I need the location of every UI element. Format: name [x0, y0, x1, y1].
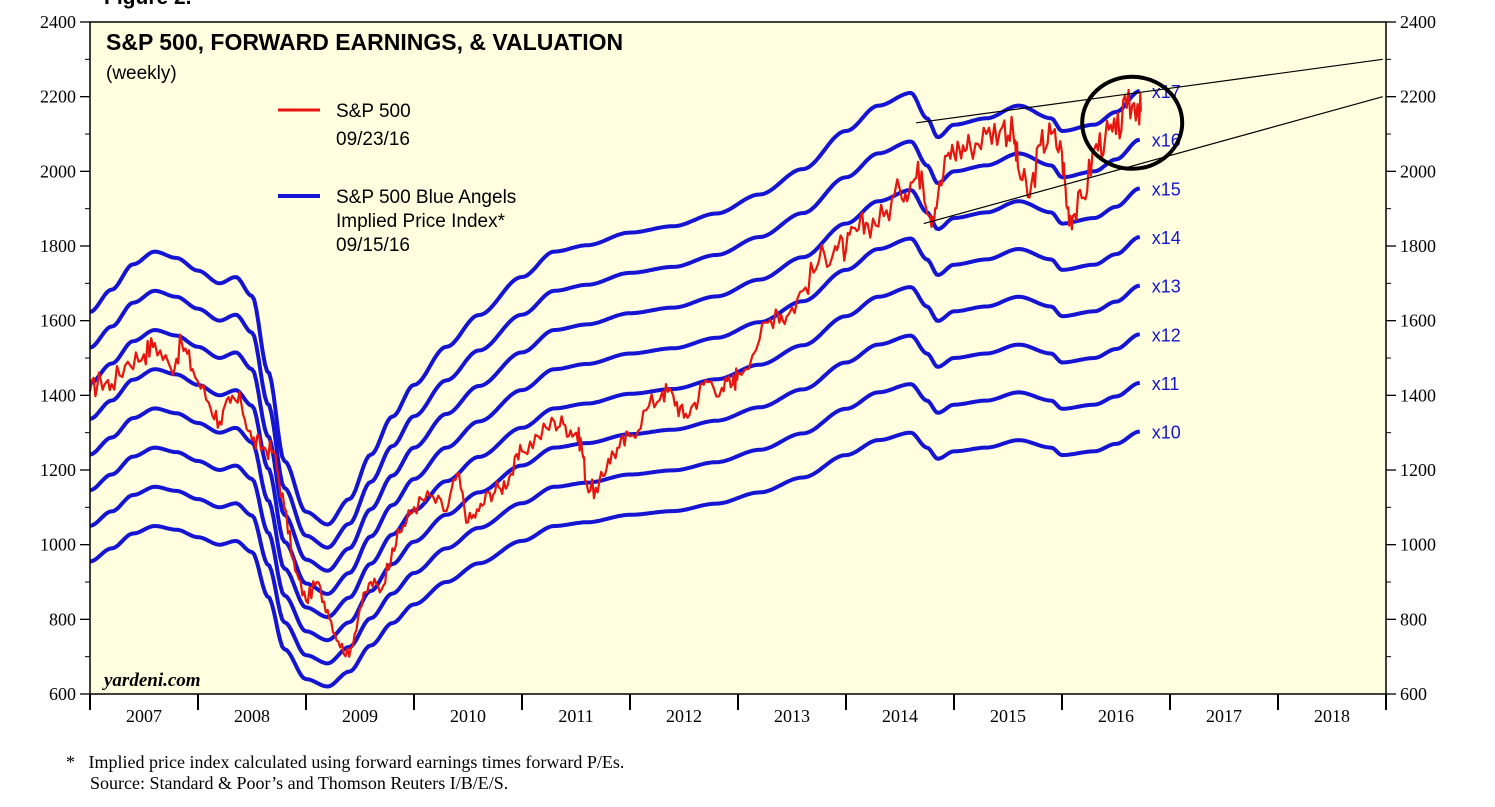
y-tick-label-right: 800 — [1400, 609, 1427, 629]
series-line-x16 — [89, 137, 1141, 550]
series-line-x10 — [89, 429, 1141, 689]
y-tick-label-right: 2200 — [1400, 87, 1436, 107]
y-tick-label-left: 1000 — [40, 535, 76, 555]
x-tick-label: 2010 — [450, 706, 486, 726]
chart-subtitle: (weekly) — [106, 63, 177, 84]
series-line-x11 — [89, 380, 1141, 666]
multiple-label-x12: x12 — [1152, 325, 1181, 345]
legend-angels-label-line1: S&P 500 Blue Angels — [336, 187, 516, 208]
series-line-x14 — [89, 235, 1141, 596]
highlight-circle — [1080, 74, 1185, 171]
y-tick-label-left: 600 — [49, 684, 76, 704]
y-tick-label-left: 2000 — [40, 161, 76, 181]
y-tick-label-right: 2400 — [1400, 12, 1436, 32]
x-tick-label: 2013 — [774, 706, 810, 726]
x-tick-label: 2018 — [1314, 706, 1350, 726]
watermark: yardeni.com — [102, 670, 201, 691]
legend-angels-date: 09/15/16 — [336, 235, 410, 256]
y-tick-label-right: 1000 — [1400, 535, 1436, 555]
x-tick-label: 2009 — [342, 706, 378, 726]
x-tick-label: 2016 — [1098, 706, 1134, 726]
x-tick-label: 2012 — [666, 706, 702, 726]
x-tick-label: 2017 — [1206, 706, 1242, 726]
y-tick-label-left: 1800 — [40, 236, 76, 256]
y-tick-label-right: 1200 — [1400, 460, 1436, 480]
y-tick-label-left: 2200 — [40, 87, 76, 107]
footnote-line2: Source: Standard & Poor’s and Thomson Re… — [90, 773, 509, 793]
legend-sp500-label: S&P 500 — [336, 101, 411, 122]
series-line-x12 — [89, 332, 1141, 643]
chart-title: S&P 500, FORWARD EARNINGS, & VALUATION — [106, 29, 623, 55]
legend-sp500-date: 09/23/16 — [336, 129, 410, 150]
series-line-x15 — [89, 186, 1141, 573]
multiple-label-x11: x11 — [1152, 374, 1180, 394]
y-tick-label-left: 800 — [49, 609, 76, 629]
y-tick-label-right: 600 — [1400, 684, 1427, 704]
legend: S&P 500 09/23/16 S&P 500 Blue Angels Imp… — [278, 101, 516, 256]
x-tick-label: 2014 — [882, 706, 918, 726]
footnote-marker: * — [66, 752, 75, 772]
multiple-label-x14: x14 — [1152, 228, 1181, 248]
y-tick-label-left: 1400 — [40, 385, 76, 405]
x-tick-label: 2015 — [990, 706, 1026, 726]
multiple-label-x10: x10 — [1152, 423, 1181, 443]
x-tick-label: 2011 — [558, 706, 593, 726]
y-tick-label-right: 1600 — [1400, 311, 1436, 331]
series-line-sp500 — [88, 88, 1142, 658]
y-tick-label-right: 2000 — [1400, 161, 1436, 181]
series-line-x17 — [89, 89, 1141, 527]
y-tick-label-left: 1600 — [40, 311, 76, 331]
x-tick-label: 2007 — [126, 706, 162, 726]
y-tick-label-right: 1400 — [1400, 385, 1436, 405]
y-tick-label-right: 1800 — [1400, 236, 1436, 256]
y-tick-label-left: 1200 — [40, 460, 76, 480]
figure-label: Figure 2. — [104, 0, 192, 9]
trend-line — [923, 96, 1383, 225]
y-tick-label-left: 2400 — [40, 12, 76, 32]
x-tick-label: 2008 — [234, 706, 270, 726]
multiple-label-x13: x13 — [1152, 277, 1181, 297]
series-line-x13 — [89, 283, 1141, 620]
multiple-label-x15: x15 — [1152, 179, 1181, 199]
footnote-text: Implied price index calculated using for… — [88, 752, 625, 772]
footnote-line1: * Implied price index calculated using f… — [66, 752, 624, 773]
trend-line — [916, 58, 1383, 124]
legend-angels-label-line2: Implied Price Index* — [336, 211, 506, 232]
